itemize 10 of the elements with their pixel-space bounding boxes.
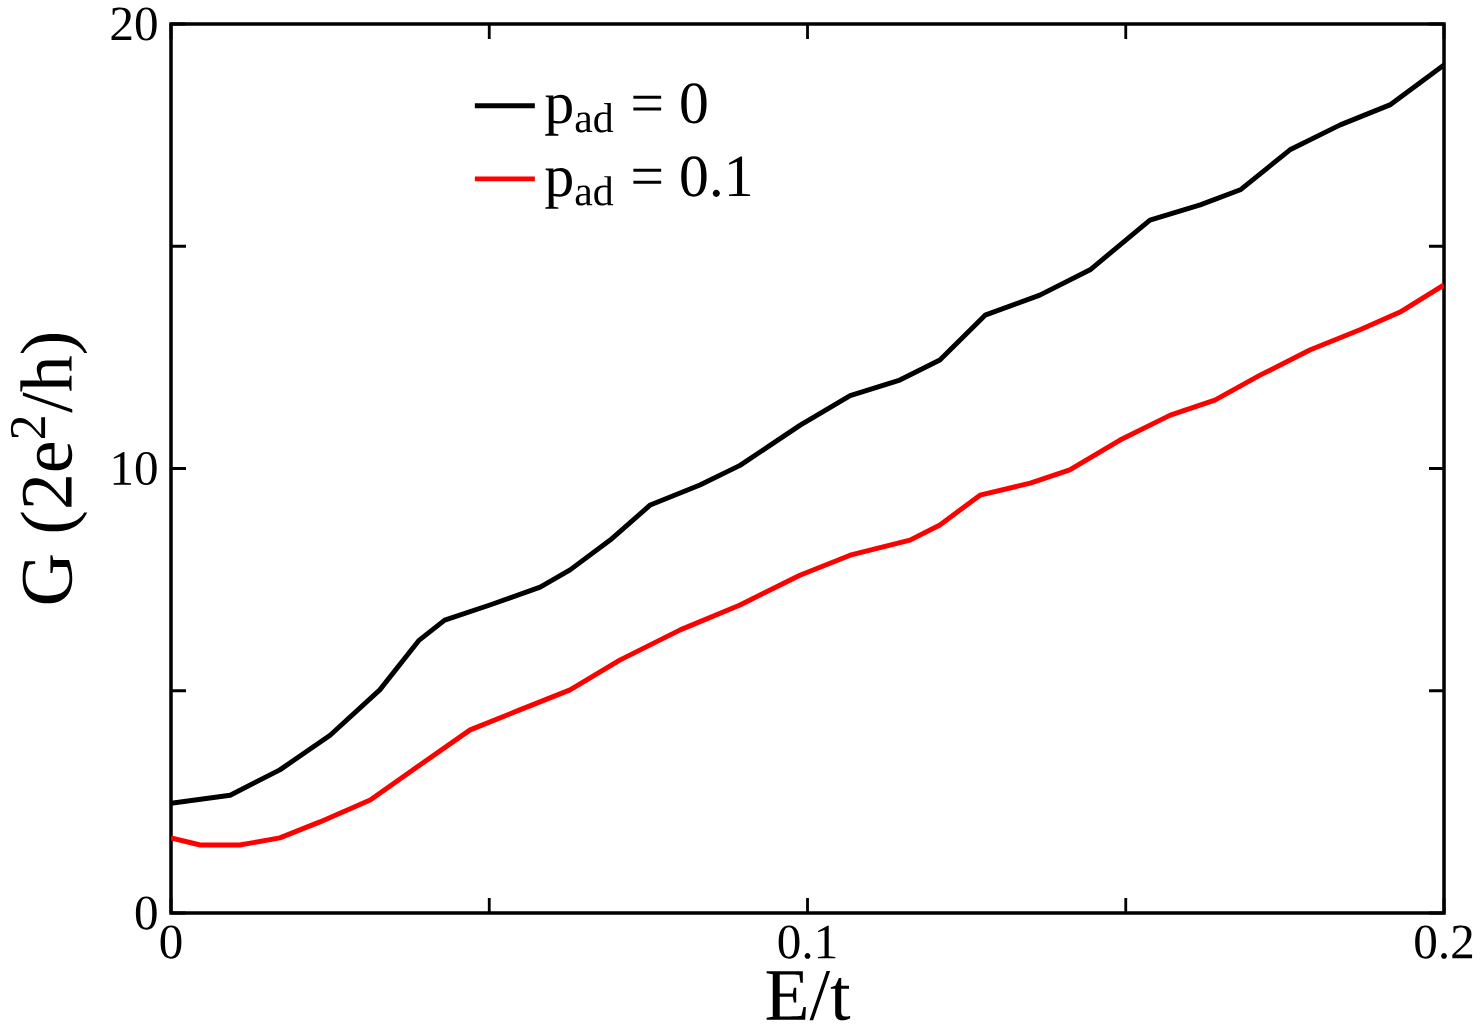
x-tick-label: 0.1 <box>778 925 836 959</box>
legend-label: p$_{ad}$ = 0.1 <box>545 156 751 209</box>
y-axis-title: G (2e$^{2}$/h) <box>10 333 88 604</box>
y-tick-label: 10 <box>113 451 157 486</box>
y-tick-label: 0 <box>135 896 157 930</box>
x-tick-label: 0.2 <box>1415 925 1473 959</box>
y-tick-label: 20 <box>111 7 157 41</box>
x-axis-title: E/t <box>766 970 851 1021</box>
x-tick-label: 0 <box>160 925 182 959</box>
legend-label: p$_{ad}$ = 0 <box>545 83 707 136</box>
